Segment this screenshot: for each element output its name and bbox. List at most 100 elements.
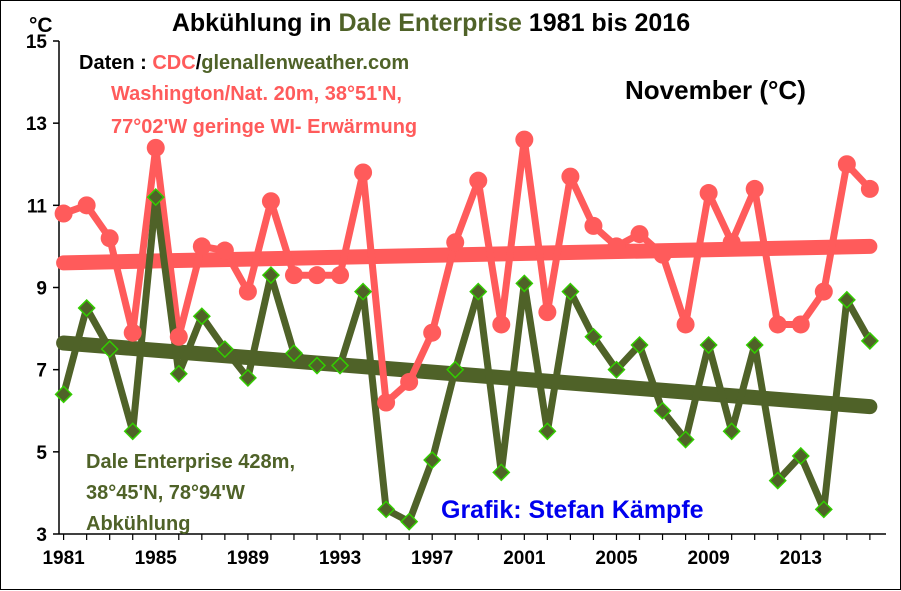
x-tick-label: 2009	[687, 548, 729, 569]
y-tick-label: 3	[36, 525, 47, 546]
y-ticks: 3 5 7 9 11 13 15	[26, 32, 59, 546]
washington-point	[607, 237, 626, 256]
dale-point	[768, 471, 787, 490]
x-tick-label: 2005	[595, 548, 638, 569]
y-tick-label: 13	[26, 114, 47, 135]
washington-point	[676, 315, 695, 334]
dale-point	[400, 512, 419, 531]
series-markers	[54, 130, 879, 531]
washington-point	[331, 266, 350, 285]
washington-point	[515, 130, 534, 149]
washington-point	[284, 266, 303, 285]
washington-point	[169, 327, 188, 346]
washington-trend-line	[56, 238, 878, 271]
washington-point	[630, 225, 649, 244]
dale-point	[238, 368, 257, 387]
dale-point	[860, 331, 879, 350]
series-lines	[60, 136, 873, 526]
dale-label-line2: 38°45'N, 78°94'W	[86, 482, 245, 504]
y-tick-label: 9	[36, 279, 47, 300]
x-ticks: 1981 1985 1989 1993 1997 2001 2005 2009 2013	[42, 534, 871, 569]
dale-point	[446, 360, 465, 379]
chart-title-prefix: Abkühlung in	[172, 9, 339, 37]
washington-label-line2: 77°02'W geringe WI- Erwärmung	[111, 116, 417, 138]
washington-point	[377, 393, 396, 412]
washington-point	[354, 163, 373, 182]
dale-point	[330, 356, 350, 375]
washington-series-line	[62, 136, 873, 406]
washington-point	[54, 204, 73, 223]
washington-point	[215, 241, 234, 260]
dale-point	[814, 500, 833, 519]
dale-trend-line	[56, 335, 878, 415]
y-tick-label: 7	[36, 361, 47, 382]
dale-point	[284, 344, 304, 363]
dale-point	[676, 430, 695, 449]
dale-point	[699, 335, 718, 355]
dale-label-line3: Abkühlung	[86, 513, 190, 535]
dale-point	[469, 282, 488, 301]
y-tick-label: 5	[36, 443, 47, 464]
washington-point	[492, 315, 511, 334]
x-tick-label: 1981	[42, 548, 85, 569]
x-tick-label: 1993	[319, 548, 361, 569]
washington-point	[446, 233, 465, 252]
source-prefix: Daten :	[79, 52, 152, 74]
chart-title-highlight: Dale Enterprise	[339, 9, 523, 37]
y-tick-label: 11	[27, 196, 48, 217]
washington-point	[768, 315, 787, 334]
x-tick-label: 2013	[780, 548, 822, 569]
washington-point	[561, 167, 580, 186]
source-site: glenallenweather.com	[201, 52, 409, 74]
washington-point	[100, 229, 119, 248]
dale-point	[492, 463, 511, 482]
dale-point	[722, 422, 741, 441]
washington-point	[308, 266, 327, 285]
dale-point	[77, 298, 96, 318]
y-axis-label: °C	[29, 14, 53, 37]
washington-point	[538, 303, 557, 322]
source-annotation: Daten : CDC/glenallenweather.com	[79, 52, 409, 74]
dale-point	[354, 282, 373, 301]
source-slash: /	[196, 52, 202, 74]
washington-point	[653, 245, 672, 264]
x-tick-label: 1997	[411, 548, 453, 569]
credit-label: Grafik: Stefan Kämpfe	[441, 496, 704, 524]
washington-point	[192, 237, 211, 256]
dale-point	[584, 327, 603, 346]
dale-point	[745, 335, 764, 355]
dale-point	[169, 364, 188, 383]
y-tick-label: 15	[26, 32, 48, 53]
dale-point	[837, 290, 856, 309]
washington-point	[791, 315, 810, 334]
dale-label-line1: Dale Enterprise 428m,	[86, 451, 295, 473]
dale-point	[54, 385, 73, 404]
washington-point	[469, 171, 488, 190]
x-tick-label: 2001	[503, 548, 546, 569]
dale-point	[791, 446, 810, 466]
month-label: November (°C)	[625, 75, 806, 105]
dale-point	[100, 340, 119, 359]
washington-point	[814, 282, 833, 301]
dale-point	[307, 356, 327, 375]
dale-point	[630, 335, 649, 355]
washington-point	[745, 179, 764, 198]
washington-point	[423, 323, 442, 342]
chart-title-suffix: 1981 bis 2016	[522, 9, 690, 37]
dale-point	[561, 282, 580, 301]
dale-point	[653, 401, 672, 420]
washington-point	[238, 282, 257, 301]
washington-point	[837, 155, 856, 174]
dale-point	[377, 500, 396, 519]
chart-title: Abkühlung in Dale Enterprise 1981 bis 20…	[172, 9, 690, 37]
dale-point	[146, 188, 165, 207]
x-tick-label: 1989	[227, 548, 269, 569]
dale-point	[192, 307, 211, 326]
washington-point	[699, 184, 718, 203]
dale-point	[538, 422, 557, 441]
dale-point	[423, 450, 442, 470]
dale-series-line	[60, 193, 873, 526]
x-tick-label: 1985	[135, 548, 178, 569]
